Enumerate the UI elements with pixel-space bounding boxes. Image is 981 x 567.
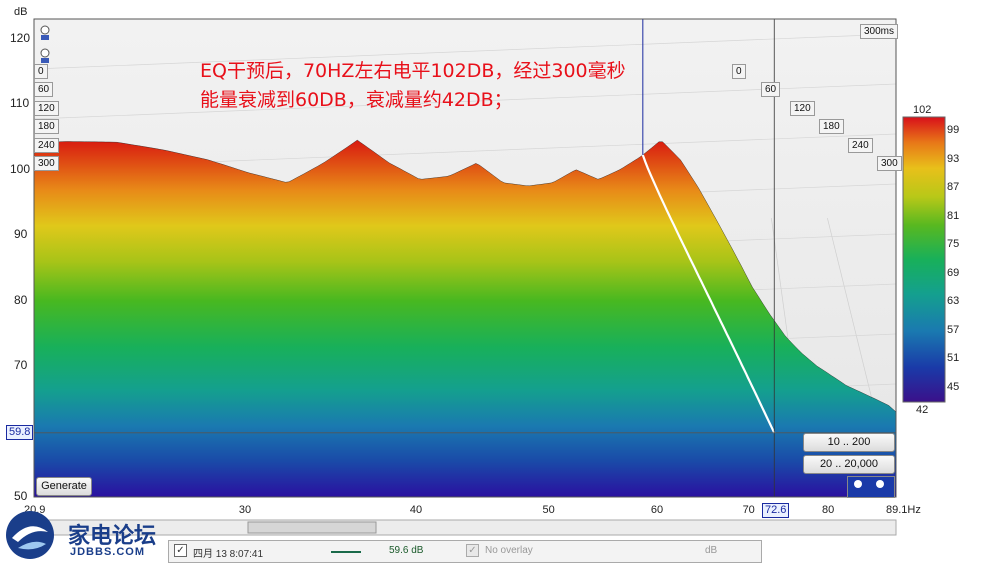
- generate-button[interactable]: Generate: [36, 477, 92, 496]
- range-20-20000-button[interactable]: 20 .. 20,000: [803, 455, 895, 474]
- overlay-status-bar: ✓ 四月 13 8:07:41 59.6 dB ✓ No overlay dB: [168, 540, 762, 563]
- y-tick-label: 120: [10, 30, 31, 45]
- logo-name: 家电论坛: [68, 524, 157, 549]
- freq-marker-value[interactable]: 72.6: [762, 503, 790, 518]
- time-tick-right: 240: [848, 137, 873, 153]
- zoom-out-icon[interactable]: [38, 48, 52, 63]
- colorbar-tick-label: 45: [947, 380, 960, 393]
- y-tick-label: 80: [14, 292, 28, 307]
- time-tick-right: 0: [732, 64, 746, 79]
- overlay-checkbox[interactable]: ✓: [466, 544, 479, 557]
- colorbar-tick-label: 102: [913, 104, 932, 116]
- x-tick-label: 80: [821, 504, 835, 516]
- range-10-200-button[interactable]: 10 .. 200: [803, 433, 895, 452]
- time-tick-left: 300: [34, 156, 59, 171]
- grid-line: [34, 83, 896, 120]
- x-tick-label: 40: [409, 504, 423, 516]
- colorbar-tick-label: 69: [947, 266, 960, 279]
- colorbar-tick-label: 57: [947, 323, 960, 336]
- zoom-in-small-icon[interactable]: [854, 480, 862, 488]
- time-tick-left: 60: [34, 82, 54, 98]
- logo-swirl-icon: [6, 511, 54, 559]
- y-tick-label: 50: [14, 489, 28, 503]
- time-tick-left: 180: [34, 119, 59, 135]
- time-tick-left: 120: [34, 100, 59, 116]
- annotation-line-1: EQ干预后，70HZ左右电平102DB，经过300毫秒: [200, 60, 626, 82]
- measurement-level: 59.6 dB: [389, 545, 424, 556]
- overlay-unit: dB: [705, 545, 718, 556]
- y-tick-label: 110: [10, 96, 30, 111]
- zoom-out-small-icon[interactable]: [876, 480, 884, 488]
- colorbar-tick-label: 63: [947, 295, 960, 308]
- x-tick-label: 50: [542, 504, 555, 516]
- annotation-line-2: 能量衰减到60DB，衰减量约42DB；: [200, 89, 513, 111]
- plot-border: [33, 18, 897, 498]
- chart-marks: [34, 19, 896, 497]
- colorbar: [902, 116, 946, 403]
- time-tick-right: 300: [877, 156, 902, 171]
- y-tick-label: 100: [10, 161, 31, 176]
- site-logo: 家电论坛 JDBBS.COM: [0, 508, 170, 562]
- time-tick-right: 180: [819, 119, 844, 135]
- measurement-checkbox[interactable]: ✓: [174, 544, 187, 557]
- y-tick-label: 90: [14, 227, 28, 242]
- colorbar-tick-label: 81: [947, 209, 960, 222]
- colorbar-tick-label: 87: [947, 181, 960, 194]
- time-tick-right: 60: [761, 82, 781, 98]
- colorbar-tick-label: 42: [916, 404, 929, 416]
- colorbar-tick-label: 93: [947, 152, 960, 165]
- y-unit-label: dB: [14, 6, 28, 18]
- overlay-label: No overlay: [485, 545, 533, 556]
- colorbar-tick-label: 99: [947, 124, 960, 137]
- zoom-buttons-panel[interactable]: [847, 476, 895, 498]
- x-tick-label: 60: [650, 504, 664, 516]
- x-tick-label: 70: [742, 504, 755, 516]
- grid-line: [34, 33, 896, 70]
- waterfall-surface: [34, 139, 896, 497]
- time-tick-left: 0: [34, 64, 48, 79]
- time-max-label: 300ms: [860, 24, 899, 39]
- y-tick-label: 70: [14, 358, 28, 373]
- level-marker-value[interactable]: 59.8: [6, 425, 34, 440]
- colorbar-tick-label: 51: [947, 352, 960, 365]
- trace-color-swatch: [331, 551, 361, 553]
- measurement-timestamp: 四月 13 8:07:41: [193, 549, 264, 560]
- x-tick-label: 30: [238, 504, 252, 516]
- decay-trace-line: [641, 154, 776, 434]
- logo-site: JDBBS.COM: [70, 546, 146, 558]
- waterfall-slice: [34, 139, 896, 497]
- time-tick-right: 120: [790, 100, 815, 116]
- zoom-in-icon[interactable]: [38, 25, 52, 40]
- colorbar-tick-label: 75: [947, 238, 960, 251]
- scrollbar-thumb[interactable]: [247, 521, 377, 534]
- x-tick-label: 89.1Hz: [886, 504, 921, 516]
- time-tick-left: 240: [34, 137, 59, 153]
